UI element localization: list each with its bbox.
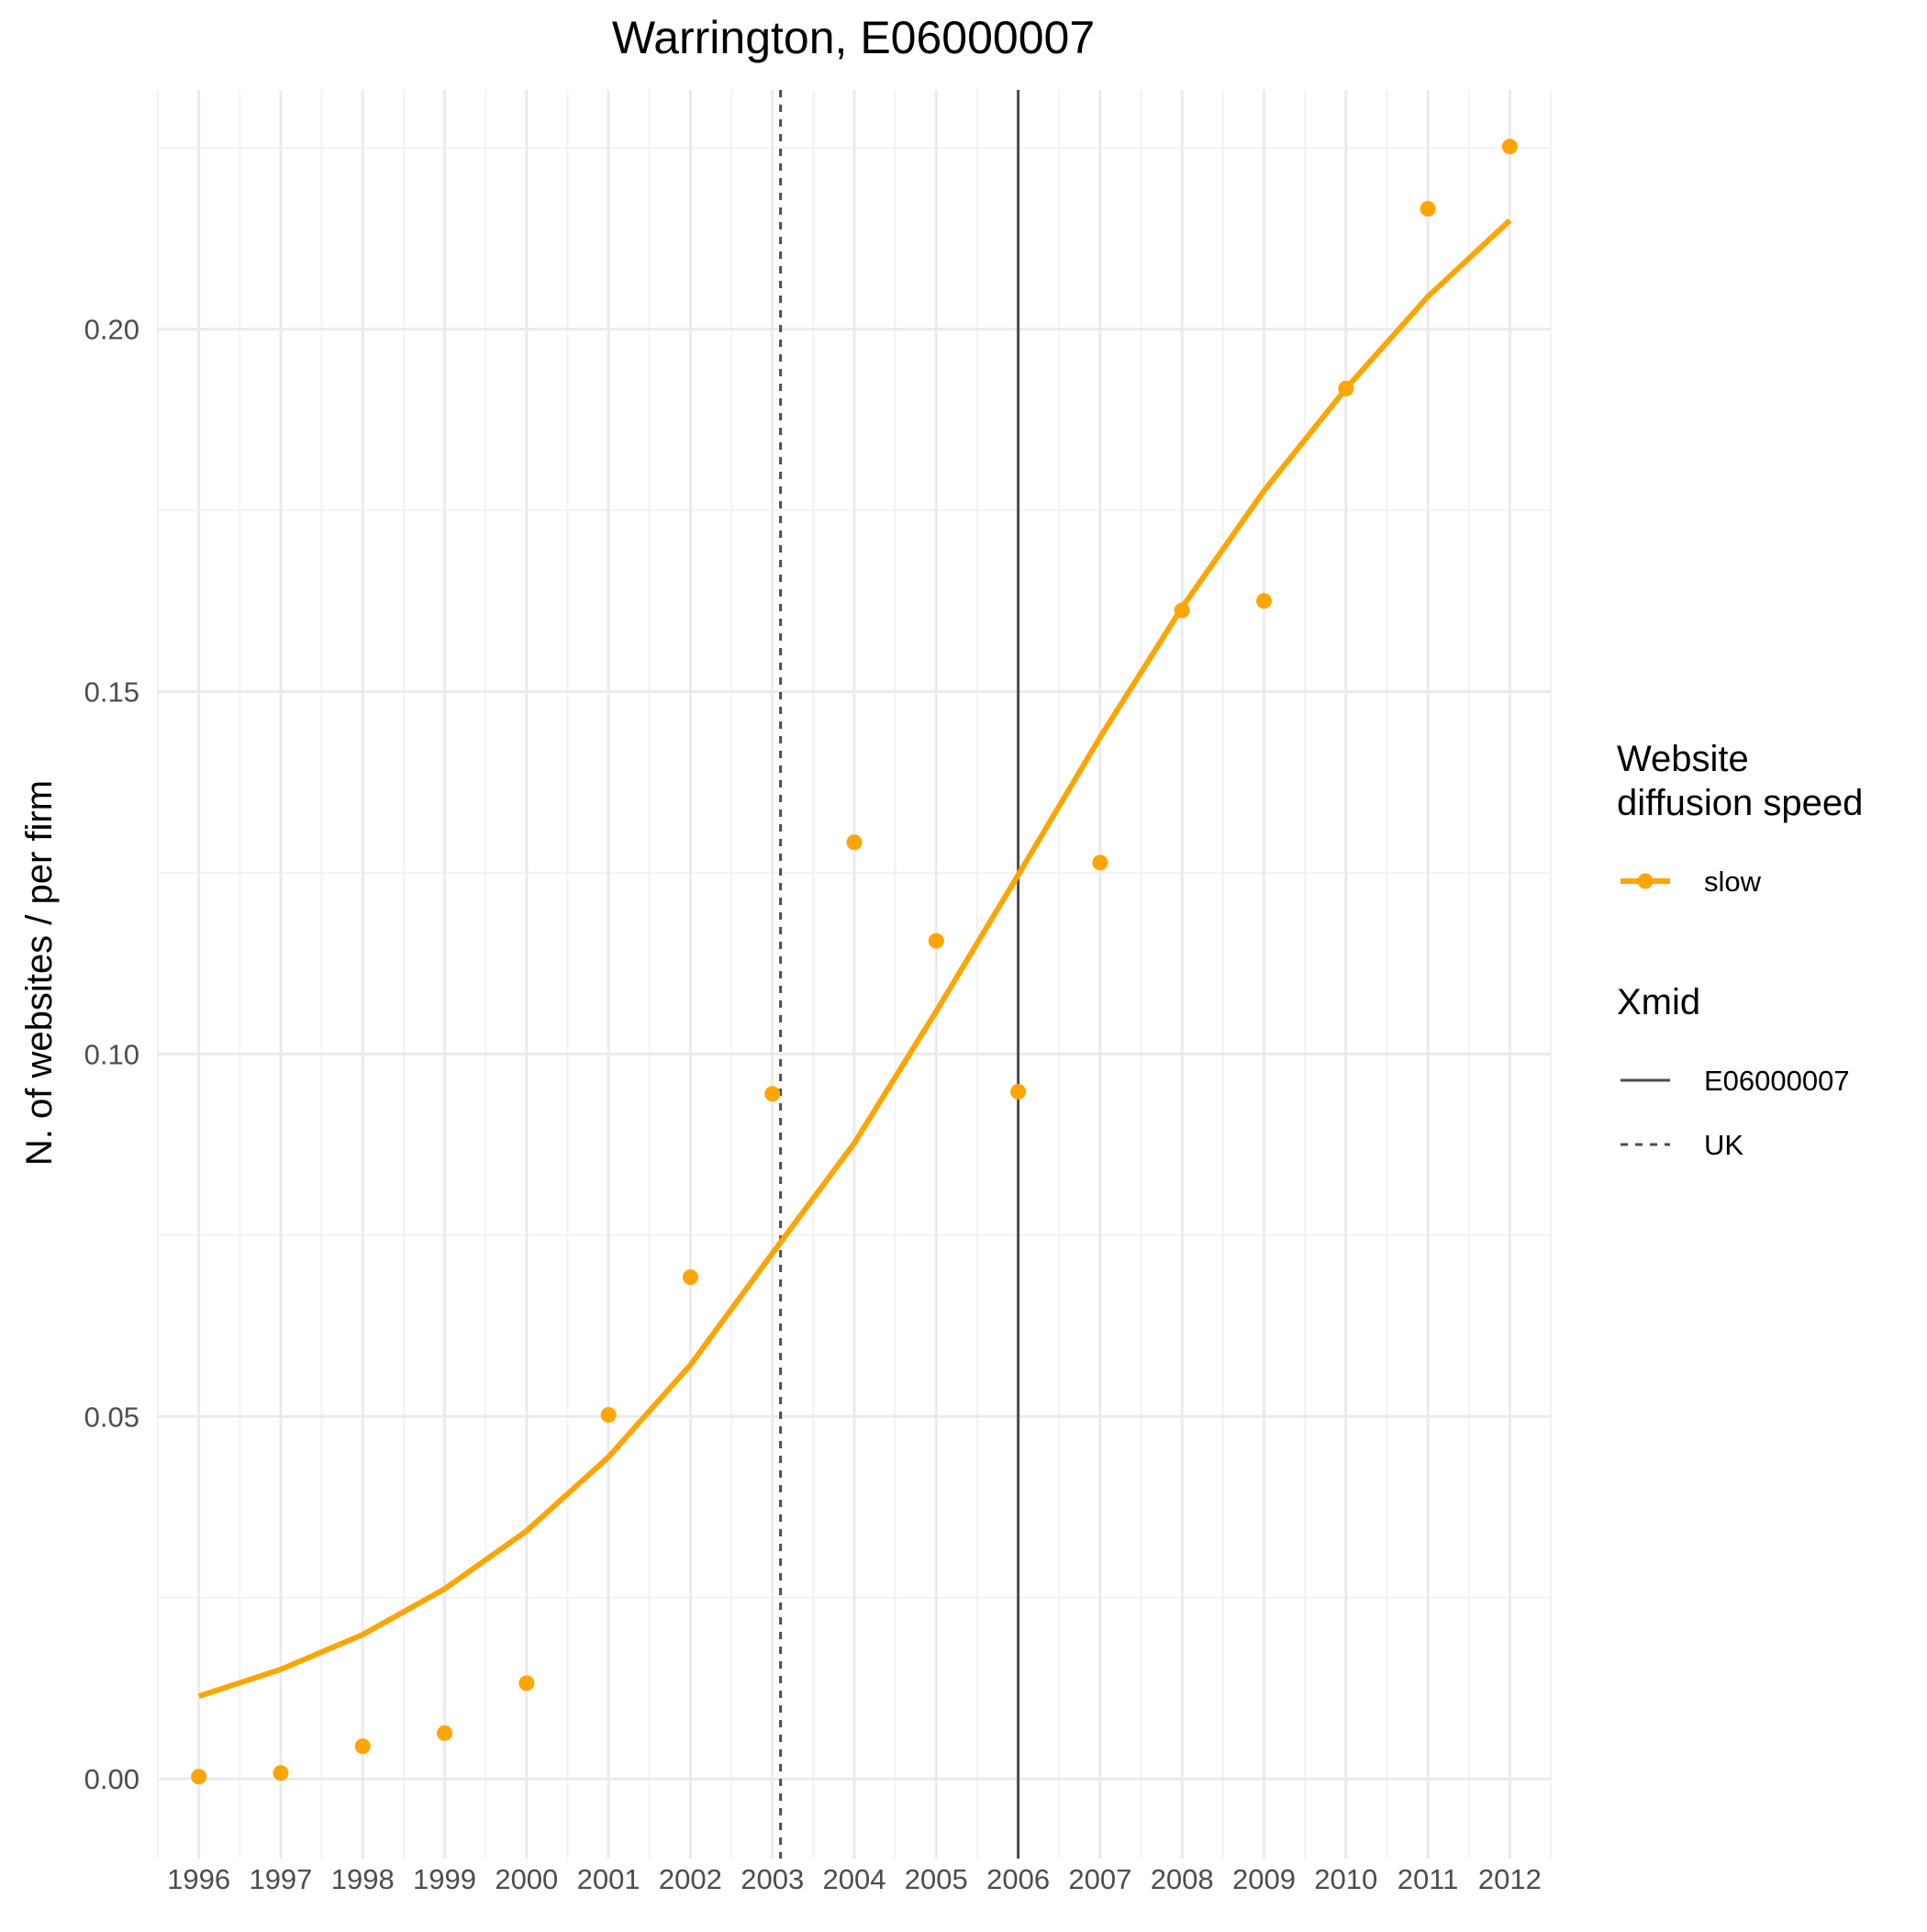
y-tick-label: 0.20 xyxy=(84,314,139,346)
legend-label: UK xyxy=(1704,1129,1743,1161)
x-tick-label: 2003 xyxy=(741,1863,804,1895)
point-layer xyxy=(191,139,1518,1785)
x-tick-label: 2009 xyxy=(1232,1863,1296,1895)
legend-entry-e06000007: E06000007 xyxy=(1621,1065,1850,1097)
data-point-1998 xyxy=(354,1738,371,1755)
data-point-1999 xyxy=(437,1725,453,1741)
data-point-2000 xyxy=(518,1675,535,1692)
legend-title: Website xyxy=(1617,739,1749,779)
x-tick-label: 2012 xyxy=(1478,1863,1542,1895)
x-tick-label: 2008 xyxy=(1151,1863,1214,1895)
x-tick-label: 2011 xyxy=(1398,1863,1459,1895)
x-tick-label: 2007 xyxy=(1068,1863,1131,1895)
data-point-2009 xyxy=(1255,593,1272,609)
series-layer xyxy=(197,218,1512,1699)
y-tick-label: 0.15 xyxy=(84,676,139,708)
legend-key-point xyxy=(1637,873,1654,889)
data-point-1997 xyxy=(273,1765,289,1781)
data-point-2007 xyxy=(1092,854,1108,871)
x-tick-label: 1996 xyxy=(167,1863,230,1895)
x-tick-label: 2005 xyxy=(905,1863,968,1895)
y-tick-label: 0.05 xyxy=(84,1401,139,1433)
data-point-1996 xyxy=(191,1769,207,1785)
data-point-2002 xyxy=(682,1269,698,1286)
x-tick-label: 1999 xyxy=(413,1863,476,1895)
data-point-2008 xyxy=(1174,602,1190,619)
x-tick-label: 2002 xyxy=(659,1863,722,1895)
data-point-2012 xyxy=(1501,139,1518,155)
x-tick-label: 1998 xyxy=(331,1863,395,1895)
data-point-2010 xyxy=(1338,380,1354,396)
legend-entry-slow: slow xyxy=(1621,865,1762,898)
legend-group-2: Xmid E06000007 UK xyxy=(1617,982,1850,1161)
x-tick-label: 1997 xyxy=(249,1863,312,1895)
legend-entry-uk: UK xyxy=(1621,1129,1743,1161)
x-tick-labels: 1996 1997 1998 1999 2000 2001 2002 2003 2004 2005… xyxy=(167,1863,1542,1895)
series-line-slow xyxy=(197,218,1512,1699)
data-point-2011 xyxy=(1420,201,1436,218)
data-point-2005 xyxy=(928,932,944,949)
x-tick-label: 2006 xyxy=(986,1863,1050,1895)
legend-title: Xmid xyxy=(1617,982,1700,1022)
x-tick-label: 2004 xyxy=(823,1863,886,1895)
legend-title: diffusion speed xyxy=(1617,783,1863,823)
vline-layer xyxy=(779,90,1020,1859)
data-point-2001 xyxy=(600,1407,617,1424)
x-tick-label: 2001 xyxy=(577,1863,640,1895)
data-point-2006 xyxy=(1010,1083,1027,1100)
legend-label: E06000007 xyxy=(1704,1065,1850,1097)
y-tick-label: 0.10 xyxy=(84,1038,139,1070)
data-point-2004 xyxy=(846,834,863,851)
grid-layer xyxy=(157,90,1552,1859)
y-tick-label: 0.00 xyxy=(84,1763,139,1795)
y-tick-labels: 0.00 0.05 0.10 0.15 0.20 xyxy=(84,314,139,1796)
legend-label: slow xyxy=(1704,865,1762,898)
x-tick-label: 2010 xyxy=(1314,1863,1377,1895)
chart-title: Warrington, E06000007 xyxy=(612,12,1095,63)
y-axis-title: N. of websites / per firm xyxy=(19,780,60,1166)
x-tick-label: 2000 xyxy=(495,1863,558,1895)
data-point-2003 xyxy=(764,1086,781,1102)
